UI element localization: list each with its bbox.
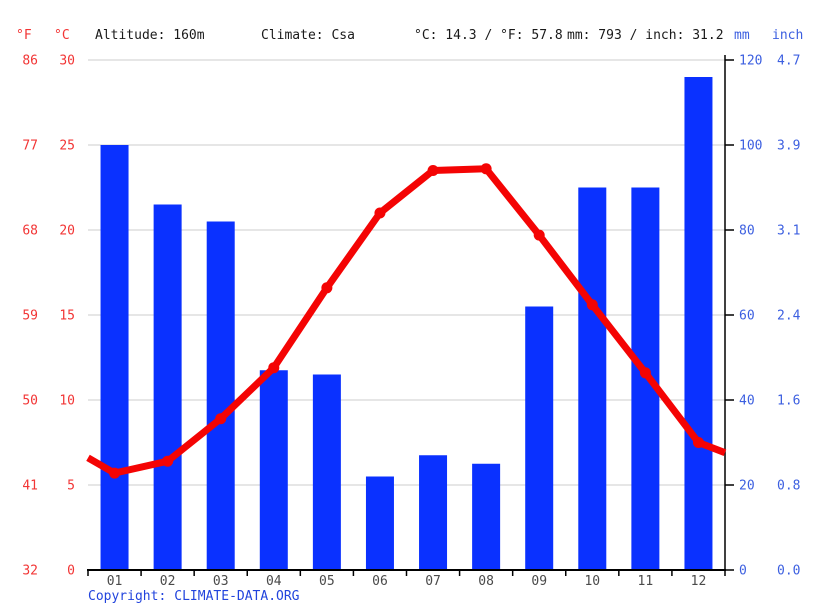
header-altitude: Altitude: 160m <box>95 28 205 43</box>
axis-label-inch: 3.1 <box>777 224 800 239</box>
axis-label-mm: 0 <box>739 564 747 579</box>
axis-label-fahrenheit: 41 <box>22 479 38 494</box>
axis-label-inch: 0.8 <box>777 479 800 494</box>
temperature-point-month-10 <box>586 299 598 311</box>
temperature-point-month-03 <box>215 413 227 425</box>
axis-label-mm: 20 <box>739 479 755 494</box>
header-climate-class: Climate: Csa <box>261 28 355 43</box>
axis-label-inch: 2.4 <box>777 309 801 324</box>
axis-label-fahrenheit: 77 <box>22 139 38 154</box>
axis-label-celsius: 10 <box>59 394 75 409</box>
axis-label-inch: 3.9 <box>777 139 800 154</box>
temperature-point-month-06 <box>374 207 386 219</box>
month-label: 10 <box>584 574 600 589</box>
month-label: 07 <box>425 574 441 589</box>
precip-bar-month-01 <box>100 145 129 570</box>
copyright-label: Copyright: <box>88 589 167 604</box>
axis-label-celsius: 30 <box>59 54 75 69</box>
temperature-point-month-08 <box>480 163 492 175</box>
month-label: 08 <box>478 574 494 589</box>
precip-bar-month-09 <box>525 306 554 570</box>
month-label: 09 <box>531 574 547 589</box>
axis-label-celsius: 15 <box>59 309 75 324</box>
month-label: 01 <box>107 574 123 589</box>
precip-bar-month-03 <box>206 221 235 570</box>
temperature-point-month-05 <box>321 282 333 294</box>
precip-bar-month-10 <box>578 187 607 570</box>
header-average-temp: °C: 14.3 / °F: 57.8 <box>414 28 563 43</box>
axis-label-fahrenheit: 50 <box>22 394 38 409</box>
precip-bar-month-02 <box>153 204 182 570</box>
temperature-point-month-12 <box>692 437 704 448</box>
month-label: 03 <box>213 574 229 589</box>
temperature-point-month-07 <box>427 165 439 176</box>
axis-label-mm: 40 <box>739 394 755 409</box>
axis-label-mm: 100 <box>739 139 762 154</box>
axis-label-inch: 4.7 <box>777 54 800 69</box>
precip-bar-month-04 <box>259 370 288 570</box>
temperature-point-month-04 <box>268 362 280 374</box>
axis-label-inch: 0.0 <box>777 564 800 579</box>
axis-label-fahrenheit: 68 <box>22 224 38 239</box>
header-unit-celsius: °C <box>54 28 70 43</box>
precip-bar-month-12 <box>684 77 713 570</box>
precip-bar-month-08 <box>472 463 501 570</box>
header-unit-inch: inch <box>772 28 804 43</box>
precip-bar-month-05 <box>312 374 341 570</box>
month-label: 12 <box>691 574 707 589</box>
month-label: 04 <box>266 574 282 589</box>
axis-label-fahrenheit: 32 <box>22 564 38 579</box>
month-label: 11 <box>638 574 654 589</box>
temperature-point-month-09 <box>533 229 545 241</box>
precip-bar-month-11 <box>631 187 660 570</box>
axis-label-celsius: 25 <box>59 139 75 154</box>
month-label: 05 <box>319 574 335 589</box>
axis-label-fahrenheit: 59 <box>22 309 38 324</box>
temperature-point-month-01 <box>109 467 121 479</box>
axis-label-fahrenheit: 86 <box>22 54 38 69</box>
precip-bar-month-06 <box>365 476 394 570</box>
axis-label-inch: 1.6 <box>777 394 800 409</box>
climate-data-link[interactable]: CLIMATE-DATA.ORG <box>174 589 300 604</box>
axis-label-celsius: 5 <box>67 479 75 494</box>
temperature-point-month-11 <box>639 367 651 379</box>
axis-label-celsius: 0 <box>67 564 75 579</box>
copyright: Copyright: CLIMATE-DATA.ORG <box>88 589 300 604</box>
precip-bar-month-07 <box>419 455 448 570</box>
axis-label-mm: 80 <box>739 224 755 239</box>
header-total-precip: mm: 793 / inch: 31.2 <box>567 28 724 43</box>
month-label: 02 <box>160 574 176 589</box>
axis-label-mm: 60 <box>739 309 755 324</box>
header-unit-fahrenheit: °F <box>16 28 32 43</box>
temperature-line <box>86 165 727 477</box>
temperature-point-month-02 <box>162 455 174 467</box>
header-unit-mm: mm <box>734 28 750 43</box>
month-label: 06 <box>372 574 388 589</box>
axis-label-mm: 120 <box>739 54 762 69</box>
axis-label-celsius: 20 <box>59 224 75 239</box>
